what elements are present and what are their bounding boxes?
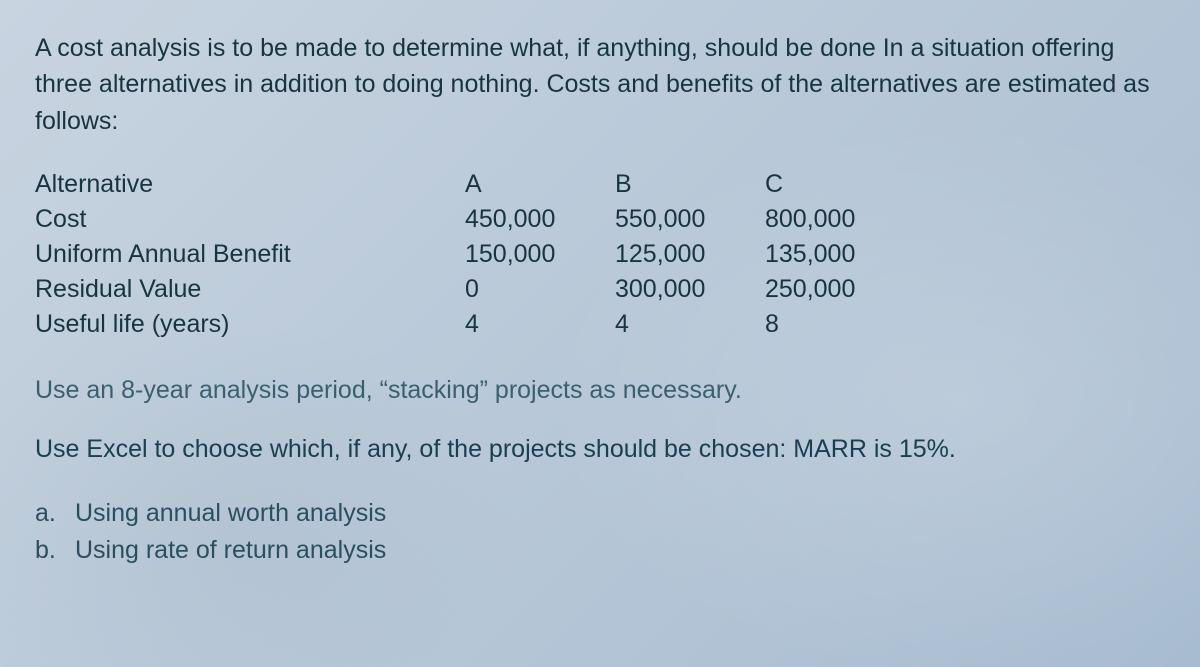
cell: 125,000 — [585, 237, 735, 272]
cell: 250,000 — [735, 272, 885, 307]
table-header-row: Alternative A B C — [35, 167, 885, 202]
cell: 4 — [435, 307, 585, 342]
instruction-excel-marr: Use Excel to choose which, if any, of th… — [35, 431, 1165, 469]
header-col-c: C — [735, 167, 885, 202]
row-label-life: Useful life (years) — [35, 307, 435, 342]
subpart-a: a.Using annual worth analysis — [35, 495, 1165, 533]
cell: 135,000 — [735, 237, 885, 272]
row-label-uab: Uniform Annual Benefit — [35, 237, 435, 272]
cell: 300,000 — [585, 272, 735, 307]
cell: 0 — [435, 272, 585, 307]
table-row: Uniform Annual Benefit 150,000 125,000 1… — [35, 237, 885, 272]
subpart-a-marker: a. — [35, 495, 75, 533]
subpart-b: b.Using rate of return analysis — [35, 532, 1165, 570]
row-label-residual: Residual Value — [35, 272, 435, 307]
header-col-b: B — [585, 167, 735, 202]
intro-paragraph: A cost analysis is to be made to determi… — [35, 30, 1165, 139]
cell: 8 — [735, 307, 885, 342]
subpart-a-text: Using annual worth analysis — [75, 499, 386, 527]
table-row: Cost 450,000 550,000 800,000 — [35, 202, 885, 237]
table-row: Useful life (years) 4 4 8 — [35, 307, 885, 342]
header-col-a: A — [435, 167, 585, 202]
header-label: Alternative — [35, 167, 435, 202]
cell: 4 — [585, 307, 735, 342]
subparts-list: a.Using annual worth analysis b.Using ra… — [35, 495, 1165, 570]
cell: 550,000 — [585, 202, 735, 237]
alternatives-table: Alternative A B C Cost 450,000 550,000 8… — [35, 167, 885, 342]
table-row: Residual Value 0 300,000 250,000 — [35, 272, 885, 307]
instruction-analysis-period: Use an 8-year analysis period, “stacking… — [35, 372, 1165, 410]
cell: 150,000 — [435, 237, 585, 272]
row-label-cost: Cost — [35, 202, 435, 237]
cell: 450,000 — [435, 202, 585, 237]
cell: 800,000 — [735, 202, 885, 237]
subpart-b-text: Using rate of return analysis — [75, 536, 386, 564]
subpart-b-marker: b. — [35, 532, 75, 570]
problem-statement: A cost analysis is to be made to determi… — [35, 30, 1165, 570]
